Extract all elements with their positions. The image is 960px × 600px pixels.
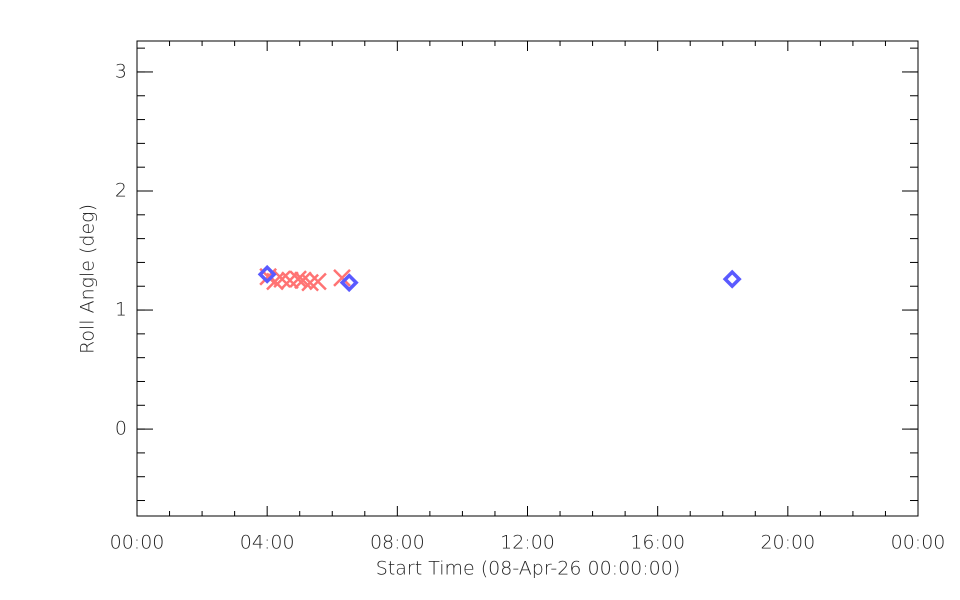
x-axis-label: Start Time (08-Apr-26 00:00:00): [376, 558, 681, 580]
marker-diamond: [257, 264, 277, 284]
y-tick-label: 2: [115, 180, 127, 202]
marker-x: [309, 272, 327, 291]
marker-diamond: [722, 269, 742, 289]
plot-frame: [136, 40, 919, 517]
marker-x: [333, 269, 351, 287]
y-axis-label: Roll Angle (deg): [77, 204, 99, 354]
x-tick-label: 08:00: [370, 532, 425, 554]
marker-x: [289, 270, 307, 288]
x-tick-label: 20:00: [760, 532, 815, 554]
x-tick-label: 12:00: [500, 532, 555, 554]
x-tick-label: 16:00: [630, 532, 685, 554]
x-tick-label: 04:00: [240, 532, 295, 554]
x-tick-label: 00:00: [891, 532, 946, 554]
x-tick-label: 00:00: [110, 532, 165, 554]
marker-diamond: [339, 273, 359, 293]
y-tick-label: 1: [115, 299, 127, 321]
y-tick-label: 3: [115, 60, 127, 82]
y-tick-label: 0: [115, 418, 127, 440]
